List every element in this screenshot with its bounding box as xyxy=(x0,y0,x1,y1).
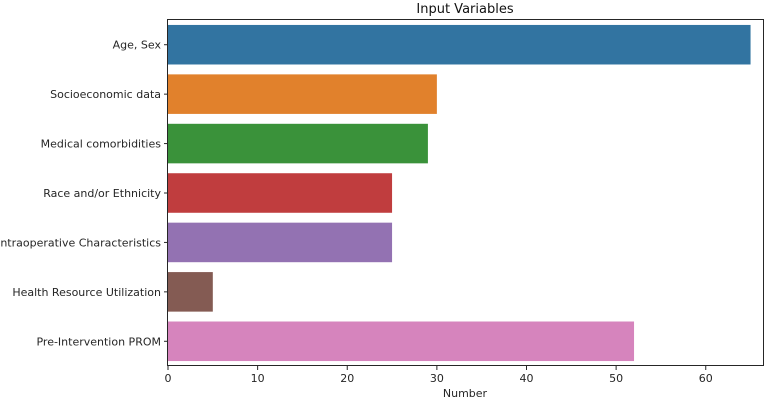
y-tick-label-1: Socioeconomic data xyxy=(50,88,161,101)
bars-layer xyxy=(168,24,751,362)
x-tick-label-1: 10 xyxy=(251,372,265,385)
x-tick-label-3: 30 xyxy=(430,372,444,385)
bar-2 xyxy=(168,123,428,164)
bar-1 xyxy=(168,74,437,114)
y-tick-label-3: Race and/or Ethnicity xyxy=(43,187,161,200)
bar-3 xyxy=(168,173,393,213)
bar-4 xyxy=(168,222,393,263)
x-axis-label: Number xyxy=(443,387,488,400)
bar-0 xyxy=(168,24,751,65)
x-tick-label-5: 50 xyxy=(609,372,623,385)
plot-area-frame xyxy=(167,19,764,366)
chart-title: Input Variables xyxy=(416,2,513,17)
x-tick-label-4: 40 xyxy=(519,372,533,385)
x-tick-label-0: 0 xyxy=(165,372,172,385)
bar-5 xyxy=(168,272,213,312)
y-tick-label-5: Health Resource Utilization xyxy=(12,286,161,299)
y-tick-label-4: Intraoperative Characteristics xyxy=(0,236,161,249)
x-axis-ticks: 0 10 20 30 40 50 60 xyxy=(165,366,713,385)
y-axis-ticks: Age, Sex Socioeconomic data Medical comorb… xyxy=(0,39,168,348)
y-tick-label-6: Pre-Intervention PROM xyxy=(36,335,161,348)
y-tick-label-2: Medical comorbidities xyxy=(41,138,162,151)
y-tick-label-0: Age, Sex xyxy=(113,39,162,52)
bar-6 xyxy=(168,321,635,362)
x-tick-label-6: 60 xyxy=(699,372,713,385)
x-tick-label-2: 20 xyxy=(340,372,354,385)
